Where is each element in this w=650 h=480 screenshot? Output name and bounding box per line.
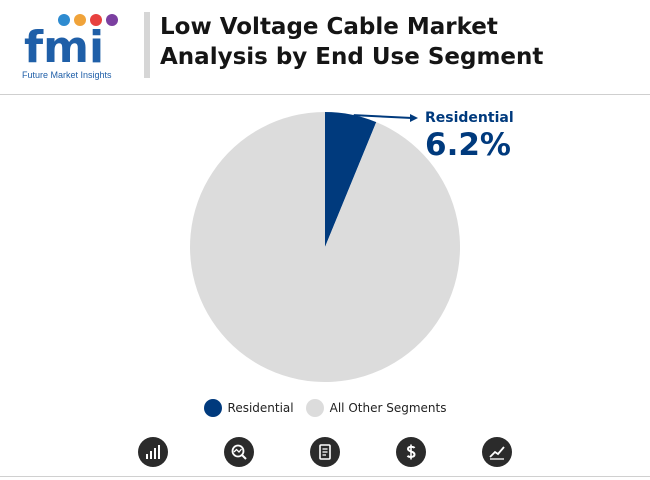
legend-item-residential: Residential: [203, 399, 294, 417]
callout-arrowhead: [410, 114, 418, 122]
footer-icons: [0, 437, 650, 469]
header-divider: [144, 12, 150, 78]
fmi-logo: fmi Future Market Insights: [18, 12, 138, 82]
analysis-magnifier-icon[interactable]: [224, 437, 254, 467]
pie-chart: Residential 6.2%: [190, 110, 514, 382]
legend-item-other: All Other Segments: [305, 399, 447, 417]
page-title: Low Voltage Cable Market Analysis by End…: [160, 12, 630, 72]
legend-swatch-other: [305, 399, 324, 417]
dollar-icon[interactable]: [396, 437, 426, 467]
growth-chart-icon[interactable]: [138, 437, 168, 467]
callout-line: [353, 114, 413, 119]
callout-label: Residential: [425, 110, 514, 126]
pie-slice-all-other-segments: [190, 112, 461, 382]
trend-line-icon[interactable]: [482, 437, 512, 467]
legend-swatch-residential: [203, 399, 222, 417]
report-document-icon[interactable]: [310, 437, 340, 467]
title-line-2: Analysis by End Use Segment: [160, 44, 544, 70]
legend-label-other: All Other Segments: [329, 401, 447, 415]
fmi-logo-graphic: fmi Future Market Insights: [22, 14, 118, 80]
chart-legend: Residential All Other Segments: [0, 398, 650, 418]
pie-slice-residential: [325, 112, 377, 247]
header-bottom-rule: [0, 94, 650, 95]
title-line-1: Low Voltage Cable Market: [160, 14, 498, 40]
header: fmi Future Market Insights Low Voltage C…: [0, 0, 650, 95]
footer-rule: [0, 476, 650, 477]
legend-label-residential: Residential: [227, 401, 294, 415]
logo-subtitle: Future Market Insights: [22, 70, 112, 80]
callout-value: 6.2%: [425, 127, 511, 163]
logo-text: fmi: [24, 22, 104, 73]
